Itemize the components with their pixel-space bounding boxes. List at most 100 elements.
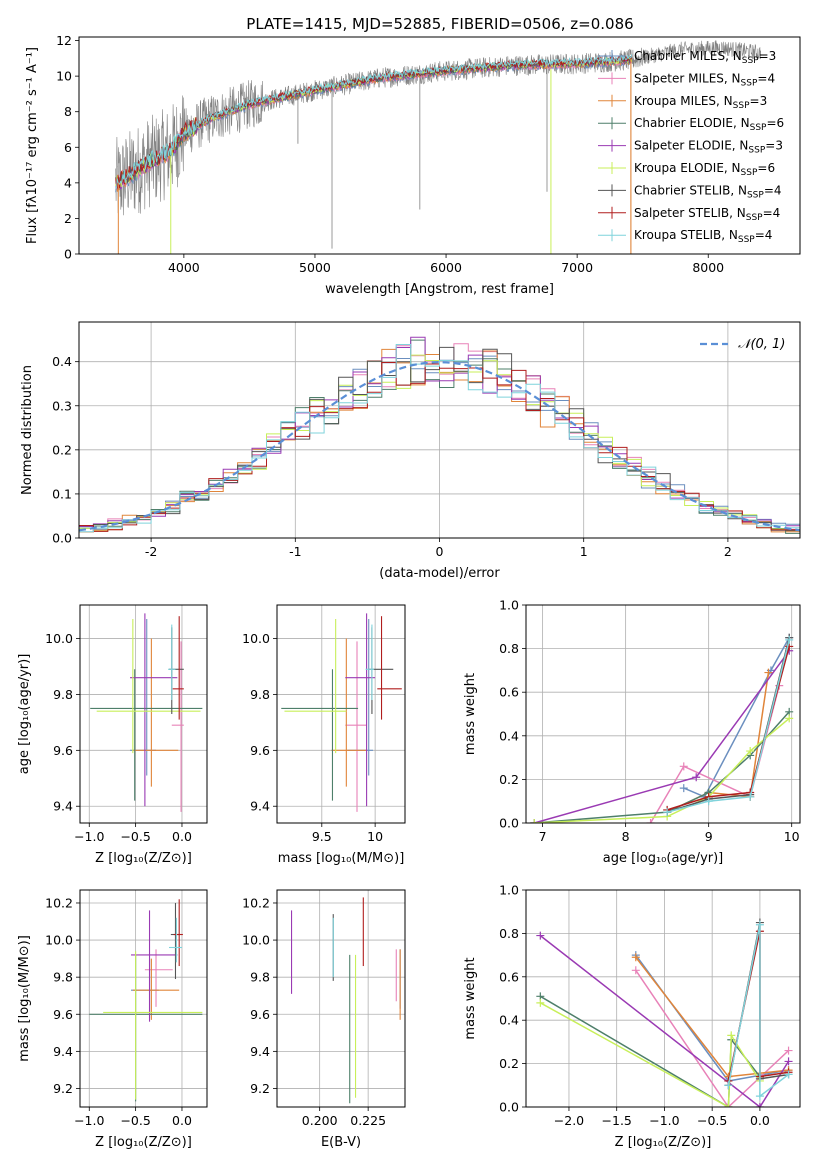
massweight_vs_Z-panel: −2.0 −1.5 −1.0 −0.5 0.0 0.0 0.2 0.4 0.6 0.8 1.0 Z [… — [463, 883, 801, 1150]
legend-label-sub: SSP — [747, 190, 764, 200]
figure-title: PLATE=1415, MJD=52885, FIBERID=0506, z=0… — [246, 15, 633, 33]
x-tick-label: 2 — [724, 544, 732, 559]
model-spectrum-kroupa_stelib — [115, 54, 633, 189]
x-tick-label: 0.0 — [750, 1113, 770, 1128]
legend-label-main: Kroupa STELIB, N — [634, 228, 738, 242]
y-tick-label: 9.8 — [53, 970, 73, 985]
y-tick-label: 0.0 — [499, 816, 519, 831]
x-axis-label: age [log₁₀(age/yr)] — [603, 851, 724, 866]
x-axis-label: E(B-V) — [321, 1135, 361, 1150]
legend-label: Salpeter ELODIE, NSSP=3 — [634, 139, 783, 156]
x-tick-label: 0.200 — [302, 1113, 338, 1128]
mass_vs_ebv-panel: 0.200 0.225 9.2 9.4 9.6 9.8 10.0 10.2 E(B-V) — [242, 889, 406, 1150]
axes-frame — [79, 889, 208, 1108]
axes-frame — [78, 36, 801, 255]
y-tick-label: 0.8 — [499, 926, 519, 941]
y-tick-label: 10.0 — [45, 933, 73, 948]
y-tick-label: 8 — [64, 104, 72, 119]
mass_vs_Z-panel: −1.0 −0.5 0.0 9.2 9.4 9.6 9.8 10.0 10.2 Z [log₁₀(… — [17, 889, 208, 1150]
x-tick-label: −0.5 — [697, 1113, 727, 1128]
y-tick-label: 9.2 — [250, 1081, 270, 1096]
series-marker-kroupa_elodie — [724, 1103, 733, 1107]
axes-frame — [79, 604, 208, 824]
series-marker-kroupa_elodie — [536, 998, 545, 1007]
series-marker-chabrier_miles — [679, 784, 688, 793]
legend-label: Kroupa STELIB, NSSP=4 — [634, 228, 772, 245]
x-tick-label: 10 — [784, 829, 800, 844]
y-tick-label: 9.6 — [250, 1007, 270, 1022]
legend-label-sub: SSP — [733, 101, 750, 111]
x-tick-label: 0 — [436, 544, 444, 559]
residuals-panel: -2 -1 0 1 2 0.0 0.1 0.2 0.3 0.4 (data-model)/error… — [20, 321, 801, 581]
series-line-kroupa_stelib — [667, 639, 790, 813]
histogram-step-kroupa_stelib — [79, 344, 800, 533]
x-tick-label: 4000 — [168, 260, 200, 275]
axes-frame — [525, 604, 801, 824]
series-line-chabrier_stelib — [727, 922, 789, 1086]
y-tick-label: 9.8 — [250, 687, 270, 702]
observed-spectrum-line — [115, 40, 761, 216]
legend-label-sub: SSP — [741, 78, 758, 88]
mass_vs_ebv-plot-area — [290, 897, 401, 1104]
legend-label-tail: =4 — [755, 228, 773, 242]
legend-label-tail: =3 — [765, 139, 783, 153]
legend-label-sub: SSP — [750, 123, 767, 133]
y-tick-label: 10.0 — [45, 631, 73, 646]
y-tick-label: 9.2 — [53, 1081, 73, 1096]
series-marker-salpeter_elodie — [536, 931, 545, 940]
y-tick-label: 9.8 — [53, 687, 73, 702]
series-marker-kroupa_stelib — [755, 1092, 764, 1101]
legend-label-main: Salpeter ELODIE, N — [634, 139, 748, 153]
y-tick-label: 0.6 — [499, 685, 519, 700]
series-marker-kroupa_stelib — [704, 797, 713, 806]
series-marker-kroupa_elodie — [746, 747, 755, 756]
legend-label: Chabrier ELODIE, NSSP=6 — [634, 116, 784, 133]
series-marker-kroupa_miles — [764, 668, 773, 677]
legend-label-main: Chabrier MILES, N — [634, 49, 742, 63]
x-tick-label: 8000 — [692, 260, 724, 275]
x-tick-label: −1.0 — [74, 829, 104, 844]
y-axis-label: mass weight — [463, 957, 478, 1039]
y-tick-label: 0.4 — [499, 1013, 519, 1028]
x-axis-label: Z [log₁₀(Z/Z⊙)] — [615, 1135, 712, 1150]
x-axis-label: mass [log₁₀(M/M⊙)] — [278, 851, 405, 866]
series-marker-salpeter_miles — [679, 762, 688, 771]
massweight_vs_age-plot-area — [530, 633, 794, 823]
y-tick-label: 9.6 — [250, 743, 270, 758]
age_vs_mass-panel: 9.5 10 9.4 9.6 9.8 10.0 mass [log₁₀(M/M⊙)] — [242, 604, 406, 866]
axes-frame — [276, 604, 406, 824]
legend-label-sub: SSP — [746, 213, 763, 223]
x-tick-label: 0.0 — [172, 829, 192, 844]
y-tick-label: 1.0 — [499, 598, 519, 613]
residuals-plot-area — [79, 336, 800, 536]
x-tick-label: 0.0 — [172, 1113, 192, 1128]
x-tick-label: 6000 — [430, 260, 462, 275]
legend-label-tail: =6 — [757, 161, 775, 175]
massweight_vs_Z-plot-area — [536, 918, 793, 1107]
legend-label: Kroupa MILES, NSSP=3 — [634, 94, 767, 111]
y-axis-label: Flux [fλ10⁻¹⁷ erg cm⁻² s⁻¹ A⁻¹] — [25, 47, 40, 244]
y-tick-label: 0.0 — [499, 1100, 519, 1115]
x-axis-label: wavelength [Angstrom, rest frame] — [325, 282, 554, 297]
series-marker-kroupa_stelib — [746, 792, 755, 801]
y-tick-label: 12 — [56, 33, 72, 48]
y-tick-label: 10.0 — [242, 631, 270, 646]
legend-label-sub: SSP — [738, 235, 755, 245]
legend-label: Kroupa ELODIE, NSSP=6 — [634, 161, 775, 178]
x-tick-label: 1 — [580, 544, 588, 559]
x-axis-label: Z [log₁₀(Z/Z⊙)] — [95, 1135, 192, 1150]
series-marker-kroupa_elodie — [727, 1031, 736, 1040]
y-tick-label: 9.4 — [250, 1044, 270, 1059]
y-tick-label: 0.0 — [52, 531, 72, 546]
legend-label-sub: SSP — [748, 146, 765, 156]
y-tick-label: 9.4 — [250, 799, 270, 814]
y-tick-label: 0.2 — [499, 772, 519, 787]
legend-label-main: Chabrier ELODIE, N — [634, 116, 750, 130]
series-marker-kroupa_stelib — [663, 808, 672, 817]
y-tick-label: 0.8 — [499, 641, 519, 656]
legend-label-tail: =4 — [763, 206, 781, 220]
y-tick-label: 1.0 — [499, 883, 519, 898]
x-axis-label: Z [log₁₀(Z/Z⊙)] — [95, 851, 192, 866]
y-tick-label: 0 — [64, 247, 72, 262]
